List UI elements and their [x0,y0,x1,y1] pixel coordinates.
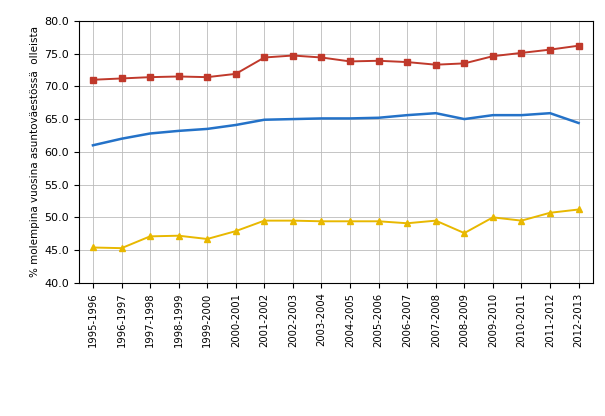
Samassa tulokymmenyksessä pysyneet [289,218,296,223]
Samassa tulokymmenyksessä pysyneet [375,219,382,224]
I tulokymmenyksessä pysyneet [489,113,497,118]
Samassa tulokymmenyksessä pysyneet [575,207,582,212]
I tulokymmenyksessä pysyneet [232,122,240,127]
X tulokymmenyksesä pysyneet [347,59,354,64]
Samassa tulokymmenyksessä pysyneet [489,215,497,220]
X tulokymmenyksesä pysyneet [318,55,325,60]
I tulokymmenyksessä pysyneet [203,126,211,131]
Samassa tulokymmenyksessä pysyneet [518,218,525,223]
Samassa tulokymmenyksessä pysyneet [261,218,268,223]
I tulokymmenyksessä pysyneet [432,111,439,116]
X tulokymmenyksesä pysyneet [375,58,382,63]
Y-axis label: % molempina vuosina asuntoväestössä  olleista: % molempina vuosina asuntoväestössä olle… [30,26,40,277]
Samassa tulokymmenyksessä pysyneet [232,229,240,234]
X tulokymmenyksesä pysyneet [146,74,154,79]
I tulokymmenyksessä pysyneet [289,116,296,121]
Samassa tulokymmenyksessä pysyneet [546,210,554,215]
Samassa tulokymmenyksessä pysyneet [203,236,211,241]
Samassa tulokymmenyksessä pysyneet [90,245,97,250]
Samassa tulokymmenyksessä pysyneet [146,234,154,239]
Samassa tulokymmenyksessä pysyneet [175,233,182,238]
I tulokymmenyksessä pysyneet [175,129,182,134]
I tulokymmenyksessä pysyneet [461,116,468,121]
X tulokymmenyksesä pysyneet [575,43,582,48]
X tulokymmenyksesä pysyneet [546,47,554,52]
X tulokymmenyksesä pysyneet [175,74,182,79]
X tulokymmenyksesä pysyneet [518,50,525,55]
I tulokymmenyksessä pysyneet [90,143,97,148]
I tulokymmenyksessä pysyneet [318,116,325,121]
X tulokymmenyksesä pysyneet [461,61,468,66]
I tulokymmenyksessä pysyneet [404,113,411,118]
I tulokymmenyksessä pysyneet [546,111,554,116]
Samassa tulokymmenyksessä pysyneet [347,219,354,224]
X tulokymmenyksesä pysyneet [489,54,497,59]
I tulokymmenyksessä pysyneet [375,115,382,120]
X tulokymmenyksesä pysyneet [203,74,211,79]
I tulokymmenyksessä pysyneet [118,136,125,141]
X tulokymmenyksesä pysyneet [289,53,296,58]
Line: X tulokymmenyksesä pysyneet: X tulokymmenyksesä pysyneet [90,42,582,83]
I tulokymmenyksessä pysyneet [518,113,525,118]
Samassa tulokymmenyksessä pysyneet [318,219,325,224]
Samassa tulokymmenyksessä pysyneet [432,218,439,223]
I tulokymmenyksessä pysyneet [575,121,582,126]
I tulokymmenyksessä pysyneet [146,131,154,136]
X tulokymmenyksesä pysyneet [90,77,97,82]
X tulokymmenyksesä pysyneet [118,76,125,81]
Samassa tulokymmenyksessä pysyneet [404,221,411,226]
X tulokymmenyksesä pysyneet [404,59,411,64]
X tulokymmenyksesä pysyneet [261,55,268,60]
X tulokymmenyksesä pysyneet [432,62,439,67]
Line: I tulokymmenyksessä pysyneet: I tulokymmenyksessä pysyneet [93,113,578,145]
I tulokymmenyksessä pysyneet [261,117,268,122]
I tulokymmenyksessä pysyneet [347,116,354,121]
X tulokymmenyksesä pysyneet [232,72,240,77]
Samassa tulokymmenyksessä pysyneet [461,230,468,235]
Line: Samassa tulokymmenyksessä pysyneet: Samassa tulokymmenyksessä pysyneet [90,206,582,251]
Samassa tulokymmenyksessä pysyneet [118,246,125,251]
